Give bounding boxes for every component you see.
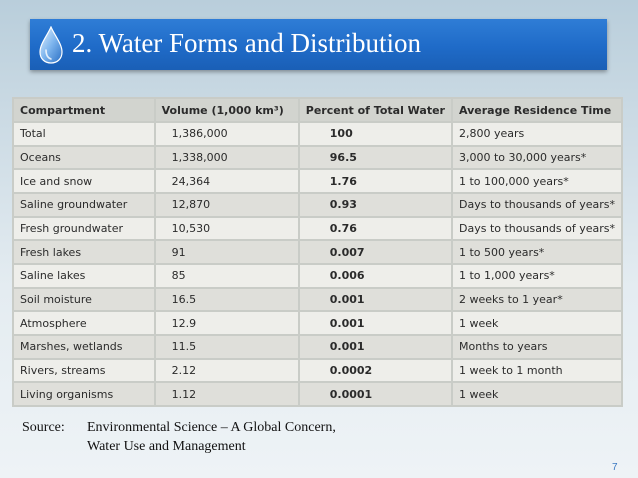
- cell-percent: 0.0001: [299, 383, 451, 405]
- cell-volume: 24,364: [155, 170, 298, 192]
- table-header-row: Compartment Volume (1,000 km³) Percent o…: [14, 99, 621, 121]
- table-row: Oceans 1,338,000 96.5 3,000 to 30,000 ye…: [14, 146, 621, 169]
- table-row: Fresh groundwater 10,530 0.76 Days to th…: [14, 217, 621, 240]
- cell-percent: 0.0002: [299, 359, 451, 382]
- water-distribution-table: Compartment Volume (1,000 km³) Percent o…: [12, 97, 623, 407]
- source-label: Source:: [22, 420, 65, 435]
- cell-residence-time: 1 week to 1 month: [453, 359, 621, 382]
- header-compartment: Compartment: [14, 99, 154, 121]
- cell-volume: 10,530: [155, 217, 298, 240]
- cell-residence-time: 1 week: [453, 383, 621, 405]
- water-drop-icon: [39, 26, 63, 64]
- cell-residence-time: 1 to 1,000 years*: [453, 264, 621, 287]
- cell-residence-time: 2,800 years: [453, 123, 621, 145]
- cell-percent: 0.93: [299, 193, 451, 216]
- header-percent: Percent of Total Water: [299, 99, 451, 121]
- cell-percent: 0.007: [299, 241, 451, 263]
- cell-volume: 1.12: [155, 383, 298, 405]
- table-row: Rivers, streams 2.12 0.0002 1 week to 1 …: [14, 359, 621, 382]
- cell-volume: 11.5: [155, 335, 298, 358]
- cell-compartment: Fresh lakes: [14, 241, 154, 263]
- table-row: Fresh lakes 91 0.007 1 to 500 years*: [14, 241, 621, 263]
- header-volume: Volume (1,000 km³): [155, 99, 298, 121]
- cell-volume: 91: [155, 241, 298, 263]
- cell-residence-time: Days to thousands of years*: [453, 217, 621, 240]
- cell-percent: 0.76: [299, 217, 451, 240]
- cell-residence-time: Months to years: [453, 335, 621, 358]
- table-row: Total 1,386,000 100 2,800 years: [14, 123, 621, 145]
- cell-volume: 12.9: [155, 312, 298, 334]
- source-line-1: Environmental Science – A Global Concern…: [87, 420, 336, 435]
- cell-volume: 12,870: [155, 193, 298, 216]
- cell-residence-time: 1 week: [453, 312, 621, 334]
- cell-percent: 0.001: [299, 335, 451, 358]
- cell-compartment: Ice and snow: [14, 170, 154, 192]
- header-residence-time: Average Residence Time: [453, 99, 621, 121]
- page-title: 2. Water Forms and Distribution: [72, 28, 422, 58]
- cell-residence-time: 3,000 to 30,000 years*: [453, 146, 621, 169]
- cell-compartment: Living organisms: [14, 383, 154, 405]
- cell-residence-time: Days to thousands of years*: [453, 193, 621, 216]
- cell-residence-time: 1 to 100,000 years*: [453, 170, 621, 192]
- cell-compartment: Soil moisture: [14, 288, 154, 311]
- cell-residence-time: 2 weeks to 1 year*: [453, 288, 621, 311]
- page-number: 7: [612, 462, 618, 473]
- cell-volume: 16.5: [155, 288, 298, 311]
- table-row: Saline lakes 85 0.006 1 to 1,000 years*: [14, 264, 621, 287]
- cell-residence-time: 1 to 500 years*: [453, 241, 621, 263]
- cell-percent: 100: [299, 123, 451, 145]
- cell-compartment: Saline groundwater: [14, 193, 154, 216]
- cell-volume: 2.12: [155, 359, 298, 382]
- table-row: Ice and snow 24,364 1.76 1 to 100,000 ye…: [14, 170, 621, 192]
- table-row: Marshes, wetlands 11.5 0.001 Months to y…: [14, 335, 621, 358]
- cell-percent: 1.76: [299, 170, 451, 192]
- water-distribution-table-container: Compartment Volume (1,000 km³) Percent o…: [12, 97, 623, 407]
- title-bar: 2. Water Forms and Distribution: [30, 19, 607, 70]
- table-row: Soil moisture 16.5 0.001 2 weeks to 1 ye…: [14, 288, 621, 311]
- cell-compartment: Oceans: [14, 146, 154, 169]
- cell-compartment: Atmosphere: [14, 312, 154, 334]
- cell-compartment: Fresh groundwater: [14, 217, 154, 240]
- table-row: Living organisms 1.12 0.0001 1 week: [14, 383, 621, 405]
- cell-volume: 1,338,000: [155, 146, 298, 169]
- cell-compartment: Marshes, wetlands: [14, 335, 154, 358]
- table-row: Atmosphere 12.9 0.001 1 week: [14, 312, 621, 334]
- cell-compartment: Rivers, streams: [14, 359, 154, 382]
- cell-percent: 96.5: [299, 146, 451, 169]
- source-line-2: Water Use and Management: [87, 439, 246, 454]
- cell-percent: 0.001: [299, 288, 451, 311]
- cell-compartment: Saline lakes: [14, 264, 154, 287]
- cell-percent: 0.006: [299, 264, 451, 287]
- cell-percent: 0.001: [299, 312, 451, 334]
- cell-volume: 85: [155, 264, 298, 287]
- cell-volume: 1,386,000: [155, 123, 298, 145]
- cell-compartment: Total: [14, 123, 154, 145]
- table-row: Saline groundwater 12,870 0.93 Days to t…: [14, 193, 621, 216]
